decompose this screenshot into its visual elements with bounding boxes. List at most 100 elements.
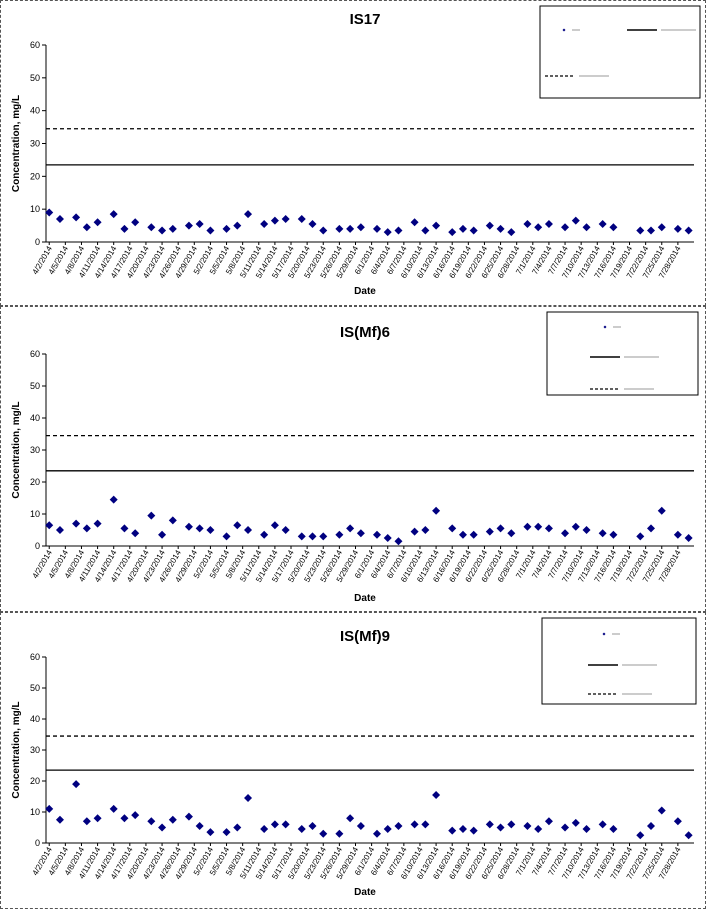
data-point-marker [485,820,494,829]
data-point-marker [346,224,355,233]
data-point-marker [647,226,656,235]
data-point-marker [636,532,645,541]
chart-title: IS(Mf)9 [340,628,390,645]
data-point-marker [485,527,494,536]
data-point-marker [684,226,693,235]
data-point-marker [458,530,467,539]
data-point-marker [485,221,494,230]
data-point-marker [647,524,656,533]
data-point-marker [206,526,215,534]
data-point-marker [684,534,693,542]
data-point-marker [507,820,516,829]
data-point-marker [270,820,279,829]
data-point-marker [582,825,591,834]
y-tick-label: 50 [30,73,40,83]
x-axis-label: Date [354,286,376,297]
legend-smudge [613,326,621,328]
data-point-marker [673,224,682,233]
data-point-marker [131,811,140,820]
data-point-marker [609,825,618,834]
y-tick-label: 60 [30,652,40,662]
data-point-marker [45,804,54,813]
data-point-marker [432,790,441,799]
legend-smudge [624,356,659,358]
data-point-marker [523,219,532,228]
data-point-marker [684,831,693,840]
chart-svg: IS1701020304050604/2/20144/5/20144/8/201… [11,5,701,297]
data-point-marker [609,223,618,232]
data-point-marker [571,818,580,827]
data-point-marker [222,828,231,837]
y-tick-label: 40 [30,714,40,724]
y-axis-label: Concentration, mg/L [11,401,22,498]
data-point-marker [372,829,381,838]
data-point-marker [534,825,543,834]
y-axis-label: Concentration, mg/L [11,95,22,192]
legend-marker [603,325,607,329]
data-point-marker [383,534,392,542]
data-point-marker [561,529,570,538]
data-point-marker [109,210,118,219]
data-point-marker [260,219,269,228]
chart-panel-is17: IS17 0 10 20 30 40 50 60 4/2/2014 4/5/2014 4/8/201… [0,0,706,306]
data-point-marker [45,208,54,217]
data-point-marker [372,224,381,233]
data-point-marker [120,224,129,233]
data-point-marker [432,221,441,230]
data-point-marker [544,524,553,533]
data-point-marker [158,226,167,235]
data-point-marker [109,495,118,504]
data-point-marker [281,820,290,829]
data-point-marker [410,527,419,536]
data-point-marker [383,825,392,834]
data-point-marker [458,224,467,233]
data-point-marker [168,815,177,824]
data-point-marker [281,526,290,534]
data-point-marker [184,522,193,531]
data-point-marker [657,806,666,815]
data-point-marker [308,532,317,541]
legend-smudge [661,29,696,31]
data-point-marker [469,530,478,539]
data-point-marker [233,221,242,230]
data-point-marker [244,794,253,803]
data-point-marker [335,829,344,838]
data-point-marker [297,532,306,541]
data-point-marker [168,224,177,233]
chart-svg: IS(Mf)601020304050604/2/20144/5/20144/8/… [11,311,699,604]
data-point-marker [598,219,607,228]
data-point-marker [195,821,204,830]
data-point-marker [260,825,269,834]
data-point-marker [72,213,81,222]
y-tick-label: 50 [30,381,40,391]
y-tick-label: 0 [35,541,40,551]
data-point-marker [507,228,516,237]
data-point-marker [636,831,645,840]
data-point-marker [523,522,532,531]
data-point-marker [93,519,102,528]
data-point-marker [319,226,328,235]
legend-box [546,311,699,396]
data-point-marker [195,219,204,228]
data-point-marker [534,223,543,232]
data-point-marker [72,519,81,528]
data-point-marker [372,530,381,539]
chart-svg: IS(Mf)901020304050604/2/20144/5/20144/8/… [11,617,697,898]
data-point-marker [523,821,532,830]
data-point-marker [657,506,666,515]
data-point-marker [421,526,430,534]
data-point-marker [82,223,91,232]
data-point-marker [544,219,553,228]
y-tick-label: 10 [30,509,40,519]
data-point-marker [233,823,242,832]
data-point-marker [297,215,306,224]
y-tick-label: 30 [30,139,40,149]
data-point-marker [534,522,543,531]
data-point-marker [356,529,365,538]
data-point-marker [222,224,231,233]
data-point-marker [147,817,156,826]
y-tick-label: 0 [35,237,40,247]
data-point-marker [184,221,193,230]
y-tick-label: 50 [30,683,40,693]
data-point-marker [131,529,140,538]
